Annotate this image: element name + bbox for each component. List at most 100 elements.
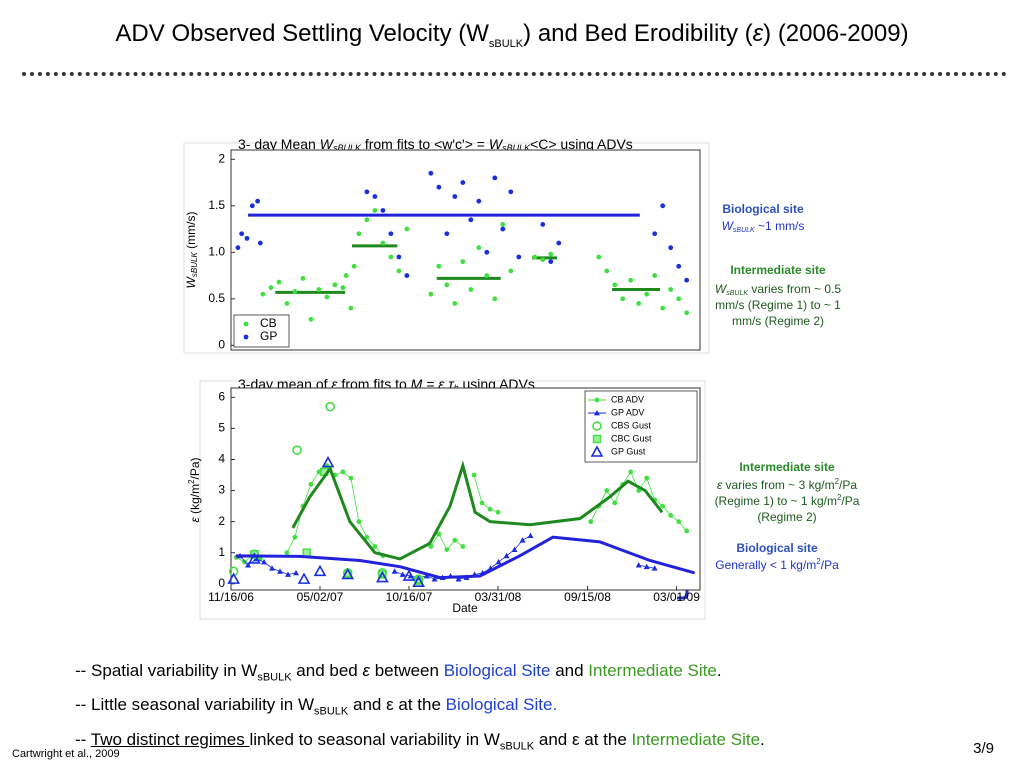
point	[340, 469, 346, 475]
point	[300, 275, 306, 281]
point	[428, 170, 434, 176]
t: W	[722, 219, 735, 233]
t: sBULK	[257, 671, 292, 684]
point	[292, 288, 298, 294]
t: ε	[717, 478, 723, 492]
y-tick-label: 1.0	[208, 244, 225, 258]
annotation-line: mm/s (Regime 1) to ~ 1	[715, 298, 841, 312]
x-tick-label: 03/01/09	[653, 590, 700, 604]
legend-label: GP ADV	[611, 407, 644, 417]
point	[257, 240, 263, 246]
x-tick-label: 03/31/08	[475, 590, 522, 604]
point	[540, 222, 546, 227]
x-tick-label: 05/02/07	[297, 590, 344, 604]
point	[455, 576, 462, 582]
bullet: -- Two distinct regimes linked to season…	[75, 726, 765, 760]
title-text: ε	[752, 20, 764, 47]
point	[249, 203, 255, 209]
legend-label: CB ADV	[611, 394, 644, 404]
t: sBULK	[333, 143, 362, 153]
point	[612, 500, 618, 506]
point	[293, 569, 300, 576]
point	[356, 519, 362, 525]
t: from fits to <w'c'> =	[361, 136, 489, 152]
point	[604, 268, 610, 274]
point	[277, 568, 284, 574]
point	[396, 254, 402, 260]
point	[676, 263, 682, 269]
t: -- Little seasonal variability in W	[75, 695, 315, 715]
point	[248, 552, 261, 564]
legend-marker	[594, 410, 600, 416]
legend-label: CBS Gust	[611, 420, 652, 430]
t: 2	[837, 493, 842, 502]
t: Biological Site	[443, 661, 551, 680]
point	[527, 532, 534, 539]
x-tick-label: 11/16/06	[208, 590, 254, 604]
point	[476, 245, 482, 251]
point	[292, 534, 298, 540]
point	[308, 481, 314, 487]
t: /Pa	[839, 478, 857, 492]
point	[660, 503, 666, 509]
t: and ε at the	[534, 729, 632, 749]
point	[540, 257, 546, 263]
t: varies from ~ 0.5	[748, 282, 841, 296]
t: /Pa	[841, 494, 859, 508]
point	[468, 217, 474, 223]
point	[460, 180, 466, 185]
t: and bed	[291, 661, 363, 680]
point	[313, 564, 327, 577]
t: sBULK	[733, 227, 755, 234]
point	[651, 565, 658, 571]
legend-box	[584, 390, 698, 463]
t: <C> using ADVs	[530, 136, 633, 152]
slide-title: ADV Observed Settling Velocity (WsBULK) …	[0, 20, 1024, 50]
point	[412, 575, 425, 588]
point	[436, 531, 442, 537]
point	[260, 291, 266, 297]
point	[423, 573, 430, 579]
point	[241, 559, 247, 565]
point	[452, 301, 458, 306]
point	[388, 254, 394, 260]
point	[351, 263, 357, 269]
point	[479, 500, 485, 506]
y-tick-label: 5	[218, 421, 225, 435]
point	[668, 245, 674, 251]
annotation-line: WsBULK ~1 mm/s	[722, 219, 805, 234]
legend-marker	[590, 445, 604, 457]
point	[484, 249, 490, 255]
point	[404, 226, 410, 232]
point	[372, 194, 378, 199]
point	[308, 316, 314, 322]
point	[380, 208, 386, 213]
legend-marker	[592, 421, 602, 431]
y-axis-label: WsBULK (mm/s)	[184, 212, 199, 289]
t: W	[320, 136, 335, 152]
point	[399, 571, 406, 577]
point	[285, 571, 292, 577]
y-tick-label: 4	[218, 452, 225, 466]
title-text: ) (2006-2009)	[763, 20, 909, 47]
point	[668, 513, 674, 518]
t: /Pa	[821, 558, 839, 572]
point	[508, 189, 514, 195]
point	[375, 570, 389, 583]
point	[402, 569, 416, 581]
point	[227, 572, 241, 584]
point	[396, 268, 402, 274]
point	[471, 472, 477, 478]
t: sBULK	[726, 290, 748, 297]
point	[404, 273, 410, 278]
point	[316, 287, 322, 292]
point	[684, 277, 690, 283]
point	[620, 296, 626, 302]
t: -- Spatial variability in W	[75, 661, 258, 680]
point	[532, 254, 538, 260]
point	[503, 552, 510, 559]
point	[636, 301, 642, 306]
annotation-line: ε varies from ~ 3 kg/m2/Pa	[717, 477, 857, 492]
point	[302, 548, 311, 557]
point	[428, 291, 434, 297]
